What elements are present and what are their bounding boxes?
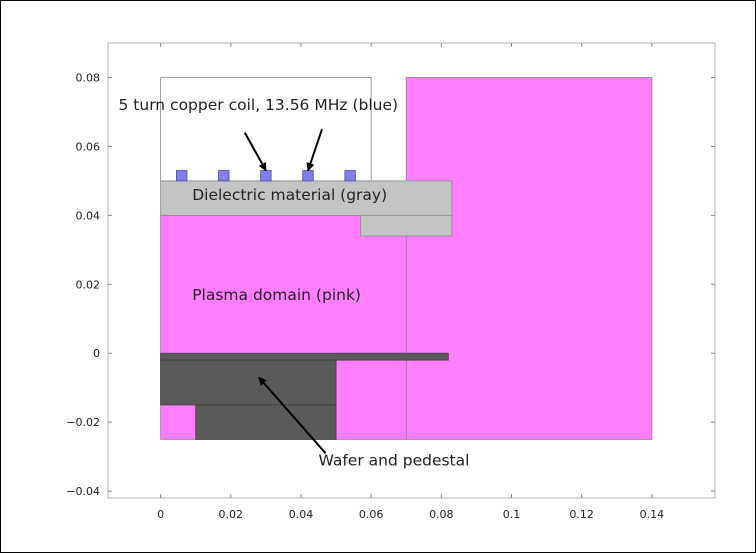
text-layer: 5 turn copper coil, 13.56 MHz (blue) Diel… [119, 96, 470, 469]
annotation-plasma: Plasma domain (pink) [192, 286, 361, 304]
region-wafer-strip [160, 352, 449, 361]
region-dielectric-top [160, 180, 453, 216]
y-tick-label: −0.04 [66, 485, 100, 498]
coil-arrow-2 [306, 128, 323, 172]
x-tick-label: 0.12 [569, 508, 594, 521]
x-tick-label: 0 [157, 508, 164, 521]
coil-turn-4 [302, 170, 314, 182]
x-tick-label: 0.02 [219, 508, 244, 521]
region-dielectric-step [360, 214, 453, 237]
annotation-dielectric: Dielectric material (gray) [192, 186, 387, 204]
region-plasma-upper-right [405, 77, 653, 440]
region-layer [160, 77, 653, 440]
y-tick-label: −0.02 [66, 416, 100, 429]
coil-arrow-1 [243, 132, 267, 172]
x-tick-label: 0.04 [289, 508, 314, 521]
coil-turn-3 [260, 170, 272, 182]
y-tick-label: 0.02 [76, 278, 101, 291]
wafer-arrow [258, 376, 327, 454]
y-tick-label: 0 [93, 347, 100, 360]
y-tick-label: 0.04 [76, 209, 101, 222]
coil-turn-1 [176, 170, 188, 182]
x-tick-label: 0.06 [359, 508, 384, 521]
y-tick-label: 0.06 [76, 140, 101, 153]
arrow-layer [243, 128, 327, 454]
coil-turn-2 [218, 170, 230, 182]
x-tick-label: 0.14 [640, 508, 665, 521]
x-tick-label: 0.1 [503, 508, 521, 521]
x-tick-label: 0.08 [429, 508, 454, 521]
tick-layer: 0 0.02 0.04 0.06 0.08 0.1 0.12 0.14 0.08 0.06 0.04… [66, 43, 715, 521]
annotation-wafer: Wafer and pedestal [319, 451, 470, 469]
coil-turn-5 [344, 170, 356, 182]
region-pedestal-lower [195, 404, 337, 440]
annotation-coil: 5 turn copper coil, 13.56 MHz (blue) [119, 96, 399, 114]
region-pedestal-upper [160, 359, 337, 406]
y-tick-label: 0.08 [76, 71, 101, 84]
